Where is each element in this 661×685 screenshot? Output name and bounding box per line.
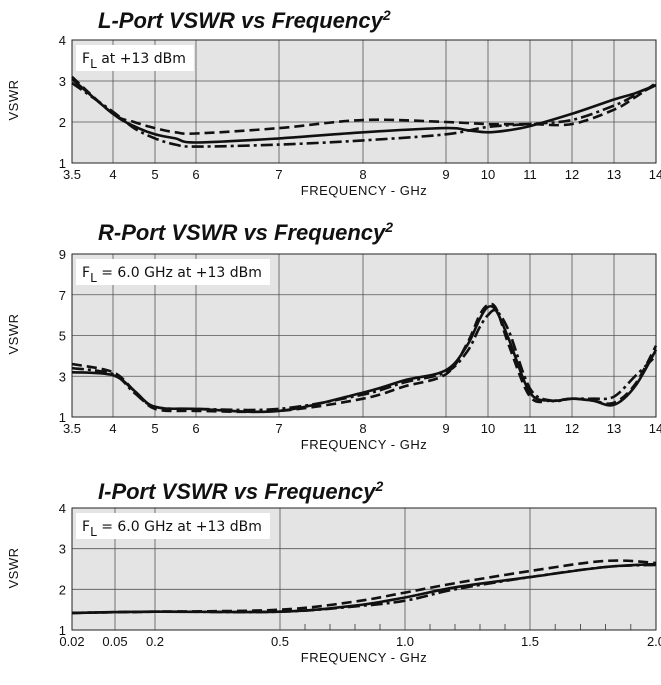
series-line-dashdot xyxy=(71,563,657,615)
x-tick-label: 7 xyxy=(275,421,282,436)
x-tick-label: 0.2 xyxy=(146,634,164,649)
series-line-dashdot xyxy=(71,81,657,148)
x-tick-label: 5 xyxy=(151,167,158,182)
annotation-text: FL = 6.0 GHz at +13 dBm xyxy=(82,265,262,285)
annotation-box xyxy=(76,513,270,539)
annotation-box xyxy=(76,45,194,71)
series-line-dashed xyxy=(71,75,657,136)
x-tick-label: 1.0 xyxy=(396,634,414,649)
x-tick-label: 13 xyxy=(607,167,621,182)
y-tick-label: 1 xyxy=(59,410,66,425)
x-tick-label: 9 xyxy=(442,421,449,436)
x-tick-label: 12 xyxy=(565,167,579,182)
x-tick-label: 6 xyxy=(192,421,199,436)
plot-frame xyxy=(71,253,657,418)
x-tick-label: 8 xyxy=(359,421,366,436)
x-tick-label: 3.5 xyxy=(63,167,81,182)
y-axis-label: VSWR xyxy=(6,314,21,355)
x-tick-label: 4 xyxy=(109,421,116,436)
x-tick-label: 0.5 xyxy=(271,634,289,649)
y-tick-label: 4 xyxy=(59,501,66,516)
x-tick-label: 13 xyxy=(607,421,621,436)
y-axis-label: VSWR xyxy=(6,80,21,121)
x-tick-label: 3.5 xyxy=(63,421,81,436)
y-tick-label: 7 xyxy=(59,288,66,303)
y-tick-label: 3 xyxy=(59,74,66,89)
y-tick-label: 1 xyxy=(59,623,66,638)
series-line-dashed xyxy=(71,302,658,414)
series-line-solid xyxy=(71,78,657,144)
y-tick-label: 2 xyxy=(59,582,66,597)
y-tick-label: 2 xyxy=(59,115,66,130)
plot-frame xyxy=(71,39,657,164)
chart-title: I-Port VSWR vs Frequency2 xyxy=(98,478,384,504)
annotation-box xyxy=(76,259,270,285)
x-tick-label: 10 xyxy=(481,421,495,436)
x-tick-label: 14 xyxy=(649,167,661,182)
x-tick-label: 10 xyxy=(481,167,495,182)
y-tick-label: 5 xyxy=(59,329,66,344)
x-tick-label: 12 xyxy=(565,421,579,436)
y-tick-label: 3 xyxy=(59,369,66,384)
x-tick-label: 7 xyxy=(275,167,282,182)
chart-title: R-Port VSWR vs Frequency2 xyxy=(98,219,393,245)
x-tick-label: 14 xyxy=(649,421,661,436)
x-axis-label: FREQUENCY - GHz xyxy=(301,437,427,452)
x-tick-label: 9 xyxy=(442,167,449,182)
x-tick-label: 5 xyxy=(151,421,158,436)
x-axis-label: FREQUENCY - GHz xyxy=(301,183,427,198)
chart-3: 1 2 3 4 0.02 0.05 0.2 0.5 1.0 1.5 2.0 FL = 6.0 GHz … xyxy=(6,478,661,665)
y-tick-label: 9 xyxy=(59,247,66,262)
annotation-text: FL at +13 dBm xyxy=(82,51,186,71)
x-tick-label: 11 xyxy=(523,421,537,436)
x-tick-label: 2.0 xyxy=(647,634,661,649)
y-tick-label: 3 xyxy=(59,542,66,557)
series-line-dashdot xyxy=(71,308,657,412)
x-tick-label: 0.02 xyxy=(59,634,84,649)
x-axis-label: FREQUENCY - GHz xyxy=(301,650,427,665)
x-tick-label: 11 xyxy=(523,167,537,182)
y-tick-label: 1 xyxy=(59,156,66,171)
annotation-text: FL = 6.0 GHz at +13 dBm xyxy=(82,519,262,539)
plot-frame xyxy=(71,507,657,631)
y-axis-label: VSWR xyxy=(6,548,21,589)
x-tick-label: 1.5 xyxy=(521,634,539,649)
x-tick-label: 8 xyxy=(359,167,366,182)
x-tick-label: 4 xyxy=(109,167,116,182)
x-tick-label: 0.05 xyxy=(102,634,127,649)
x-tick-label: 6 xyxy=(192,167,199,182)
chart-title: L-Port VSWR vs Frequency2 xyxy=(98,7,391,33)
y-tick-label: 4 xyxy=(59,33,66,48)
